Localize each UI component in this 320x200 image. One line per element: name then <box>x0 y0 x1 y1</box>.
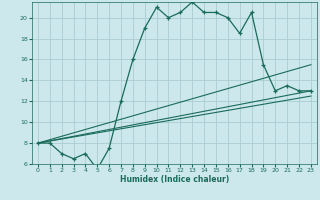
X-axis label: Humidex (Indice chaleur): Humidex (Indice chaleur) <box>120 175 229 184</box>
